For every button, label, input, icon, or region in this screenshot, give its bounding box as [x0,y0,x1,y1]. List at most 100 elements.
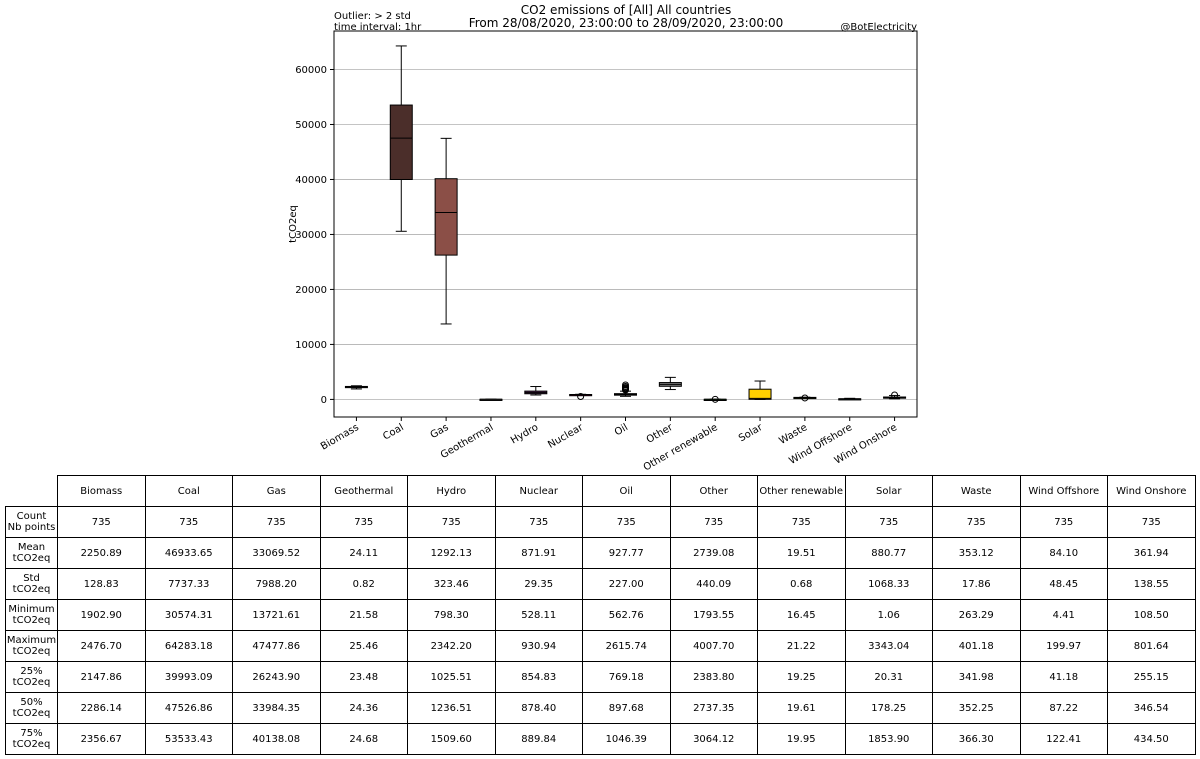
x-tick-label: Biomass [319,422,361,453]
table-cell: 1793.55 [669,599,758,631]
table-cell: 30574.31 [144,599,233,631]
statistics-table: Biomass Coal Gas Geothermal Hydro Nuclear Oil O… [5,475,1196,755]
plot-frame [333,30,918,418]
table-cell: 3343.04 [844,630,933,662]
table-cell: 871.91 [494,537,583,569]
column-header: Hydro [407,475,496,507]
table-cell: 2342.20 [407,630,496,662]
table-cell: 2383.80 [669,661,758,693]
table-cell: 40138.08 [232,723,321,755]
table-cell: 255.15 [1107,661,1196,693]
table-cell: 23.48 [319,661,408,693]
box-biomass [344,385,368,390]
outlier-point [891,391,899,399]
axes: 0 10000 20000 30000 40000 50000 60000 Biomass Co… [295,65,899,470]
table-cell: 897.68 [582,692,671,724]
box-oil [614,381,637,397]
table-cell: 769.18 [582,661,671,693]
table-cell: 1853.90 [844,723,933,755]
table-cell: 1068.33 [844,568,933,600]
box-other [658,376,682,391]
outlier-point [577,393,585,401]
table-cell: 26243.90 [232,661,321,693]
table-cell: 29.35 [494,568,583,600]
x-tick-label: Other [645,422,676,446]
column-header: Coal [144,475,233,507]
table-cell: 1.06 [844,599,933,631]
table-row: 50% tCO2eq 2286.14 47526.86 33984.35 24.36 12… [5,692,1196,724]
table-cell: 4.41 [1019,599,1108,631]
x-tick-label: Gas [429,422,451,441]
table-cell: 735 [669,506,758,538]
table-cell: 47477.86 [232,630,321,662]
table-cell: 1025.51 [407,661,496,693]
table-cell: 25.46 [319,630,408,662]
table-cell: 39993.09 [144,661,233,693]
table-cell: 1046.39 [582,723,671,755]
table-row: Count Nb points 735 735 735 735 735 735 735 735 7… [5,506,1196,538]
box-geothermal [479,398,503,401]
table-cell: 178.25 [844,692,933,724]
column-header: Oil [582,475,671,507]
table-cell: 227.00 [582,568,671,600]
table-cell: 47526.86 [144,692,233,724]
table-cell: 735 [232,506,321,538]
x-tick-label: Hydro [509,422,540,446]
boxplot-chart: 0 10000 20000 30000 40000 50000 60000 Biomass Co… [288,30,918,470]
table-row: Mean tCO2eq 2250.89 46933.65 33069.52 24.11 1… [5,537,1196,569]
y-axis-label: tCO2eq [288,205,299,243]
table-corner [6,476,58,507]
box-iqr [389,104,413,180]
table-cell: 735 [932,506,1021,538]
box-wind-onshore [883,391,907,400]
table-cell: 346.54 [1107,692,1196,724]
table-cell: 366.30 [932,723,1021,755]
table-cell: 122.41 [1019,723,1108,755]
box-wind-offshore [838,397,862,401]
table-cell: 19.61 [757,692,846,724]
table-cell: 854.83 [494,661,583,693]
y-tick-label: 20000 [295,285,327,296]
table-cell: 199.97 [1019,630,1108,662]
row-header: Mean tCO2eq [5,537,58,569]
table-cell: 735 [407,506,496,538]
table-cell: 2739.08 [669,537,758,569]
table-cell: 7737.33 [144,568,233,600]
table-cell: 735 [757,506,846,538]
box-iqr [748,388,772,400]
chart-title-line-2: From 28/08/2020, 23:00:00 to 28/09/2020,… [468,16,784,30]
table-cell: 880.77 [844,537,933,569]
table-cell: 735 [844,506,933,538]
box-iqr [434,178,458,256]
table-cell: 401.18 [932,630,1021,662]
table-cell: 0.82 [319,568,408,600]
table-row: Maximum tCO2eq 2476.70 64283.18 47477.86 25.… [5,630,1196,662]
row-header: 50% tCO2eq [5,692,58,724]
table-cell: 41.18 [1019,661,1108,693]
table-cell: 440.09 [669,568,758,600]
table-cell: 13721.61 [232,599,321,631]
table-cell: 7988.20 [232,568,321,600]
table-cell: 1509.60 [407,723,496,755]
outlier-note: Outlier: > 2 std [334,11,411,22]
table-cell: 128.83 [57,568,146,600]
table-cell: 16.45 [757,599,846,631]
column-header: Geothermal [319,475,408,507]
y-tick-label: 50000 [295,120,327,131]
table-row: Minimum tCO2eq 1902.90 30574.31 13721.61 21.… [5,599,1196,631]
x-tick-label: Solar [737,422,765,445]
table-cell: 21.22 [757,630,846,662]
row-header: Count Nb points [5,506,58,538]
table-cell: 24.11 [319,537,408,569]
table-row: Std tCO2eq 128.83 7737.33 7988.20 0.82 323.46… [5,568,1196,600]
table-cell: 1902.90 [57,599,146,631]
x-tick-label: Other renewable [642,422,720,470]
table-cell: 4007.70 [669,630,758,662]
table-cell: 24.68 [319,723,408,755]
table-cell: 20.31 [844,661,933,693]
table-cell: 46933.65 [144,537,233,569]
table-cell: 2250.89 [57,537,146,569]
table-cell: 108.50 [1107,599,1196,631]
x-tick-label: Waste [777,422,809,447]
y-tick-label: 0 [321,395,327,406]
